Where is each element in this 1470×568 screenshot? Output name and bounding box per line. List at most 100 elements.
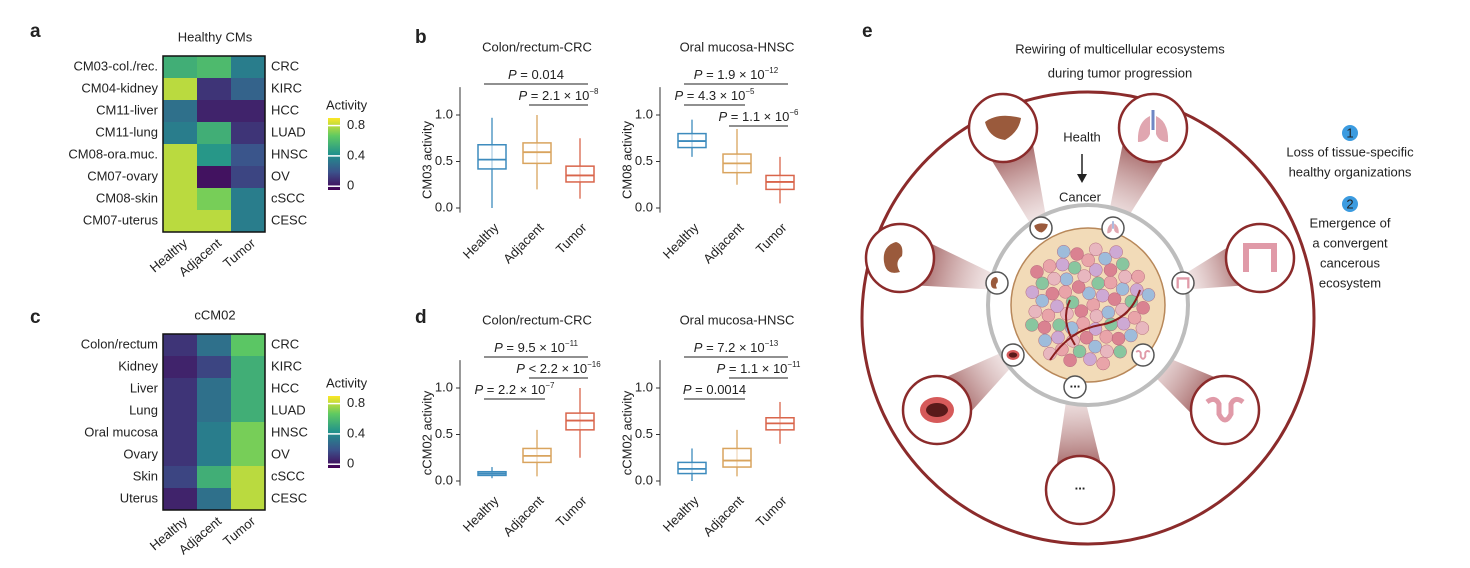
cell [1130,283,1144,297]
cell [1037,320,1052,335]
box [565,165,595,183]
organ-icon [1137,110,1169,142]
uterus [1135,350,1151,360]
cell [1095,288,1110,303]
ellipsis: ... [1075,477,1086,492]
step-badge [1342,196,1358,212]
heatmap-cell [231,444,266,467]
row-label: Ovary [123,446,158,461]
row-label: Liver [130,380,159,395]
cell [1067,261,1082,275]
cell [1051,330,1065,345]
row-label: Oral mucosa [84,424,158,439]
x-tick-label: Adjacent [500,493,547,540]
heatmap-frame [162,333,266,511]
p-value: P = 2.2 × 10−7 [475,381,556,397]
diagram-title: during tumor progression [1048,65,1193,80]
p-symbol: P [519,88,528,103]
step-text: ecosystem [1319,275,1381,290]
box [522,142,552,165]
cell [1077,269,1091,283]
cell [1103,263,1118,277]
cell [1052,318,1066,332]
y-tick-label: 1.0 [635,379,653,394]
heatmap-title: cCM02 [194,307,235,322]
step-text: a convergent [1312,235,1388,250]
cell [1079,330,1094,345]
cell [1035,294,1049,308]
step-number: 1 [1346,125,1353,140]
diagram-title: Rewiring of multicellular ecosystems [1015,41,1225,56]
cell [1072,344,1087,359]
organ-circle [1189,374,1261,446]
liver [1034,223,1048,233]
p-exponent: −8 [589,87,599,96]
cell [1070,247,1084,261]
row-label: Uterus [120,490,159,505]
row-label: CM11-liver [96,102,159,117]
heatmap-cell [163,188,198,211]
step-text: cancerous [1320,255,1380,270]
box [565,412,595,431]
arrow-head [1077,174,1087,183]
cell [1098,251,1112,266]
kidney [883,242,903,273]
p-exponent: −5 [745,87,755,96]
x-tick-label: Adjacent [700,493,747,540]
cell [1103,275,1118,290]
p-text: = 4.3 × 10 [683,88,745,103]
p-text: = 2.1 × 10 [527,88,589,103]
row-label: CM11-lung [95,124,158,139]
organ-icon [1176,277,1190,289]
p-value: P = 2.1 × 10−8 [519,87,600,103]
heatmap-cell [231,122,266,145]
cell [1035,276,1050,291]
x-tick-label: Adjacent [700,220,747,267]
y-tick-label: 0.0 [435,199,453,214]
cell [1100,344,1114,359]
cell [1065,295,1080,310]
lung [1107,223,1119,234]
heatmap-cell [163,488,198,511]
heatmap-cell [197,166,232,189]
cell [1025,318,1039,332]
heatmap-cell [197,210,232,233]
step-text: Emergence of [1310,215,1391,230]
column-label: Tumor [220,235,259,271]
heatmap-cell [163,166,198,189]
cell [1113,344,1127,359]
cell [1091,276,1105,291]
row-label-right: OV [271,446,290,461]
p-text: = 1.1 × 10 [725,361,787,376]
heatmap-cell [197,378,232,401]
x-tick-label: Tumor [553,492,590,529]
row-label-right: CESC [271,212,307,227]
kidney [990,276,998,289]
p-symbol: P [683,382,692,397]
p-text: = 1.9 × 10 [702,67,764,82]
cell [1071,280,1086,294]
cell [1089,242,1103,257]
organ-circle [1044,454,1116,526]
colorbar-tick-label: 0.8 [347,117,365,132]
p-text: < 2.2 × 10 [525,361,587,376]
step-text: Loss of tissue-specific [1286,144,1414,159]
row-label-right: HNSC [271,424,308,439]
y-tick-label: 1.0 [635,106,653,121]
heatmap-cell [197,356,232,379]
cell [1055,342,1069,357]
heatmap-cell [197,56,232,79]
heatmap-cell [163,444,198,467]
organ-icon [1006,350,1020,360]
y-axis-label: CM03 activity [419,120,434,199]
p-symbol: P [516,361,525,376]
p-value: P = 4.3 × 10−5 [675,87,756,103]
row-label-right: CESC [271,490,307,505]
colorbar [328,118,340,190]
p-symbol: P [694,67,703,82]
p-symbol: P [717,361,726,376]
step-number: 2 [1346,196,1353,211]
colorbar [328,396,340,468]
p-exponent: −11 [565,339,579,348]
